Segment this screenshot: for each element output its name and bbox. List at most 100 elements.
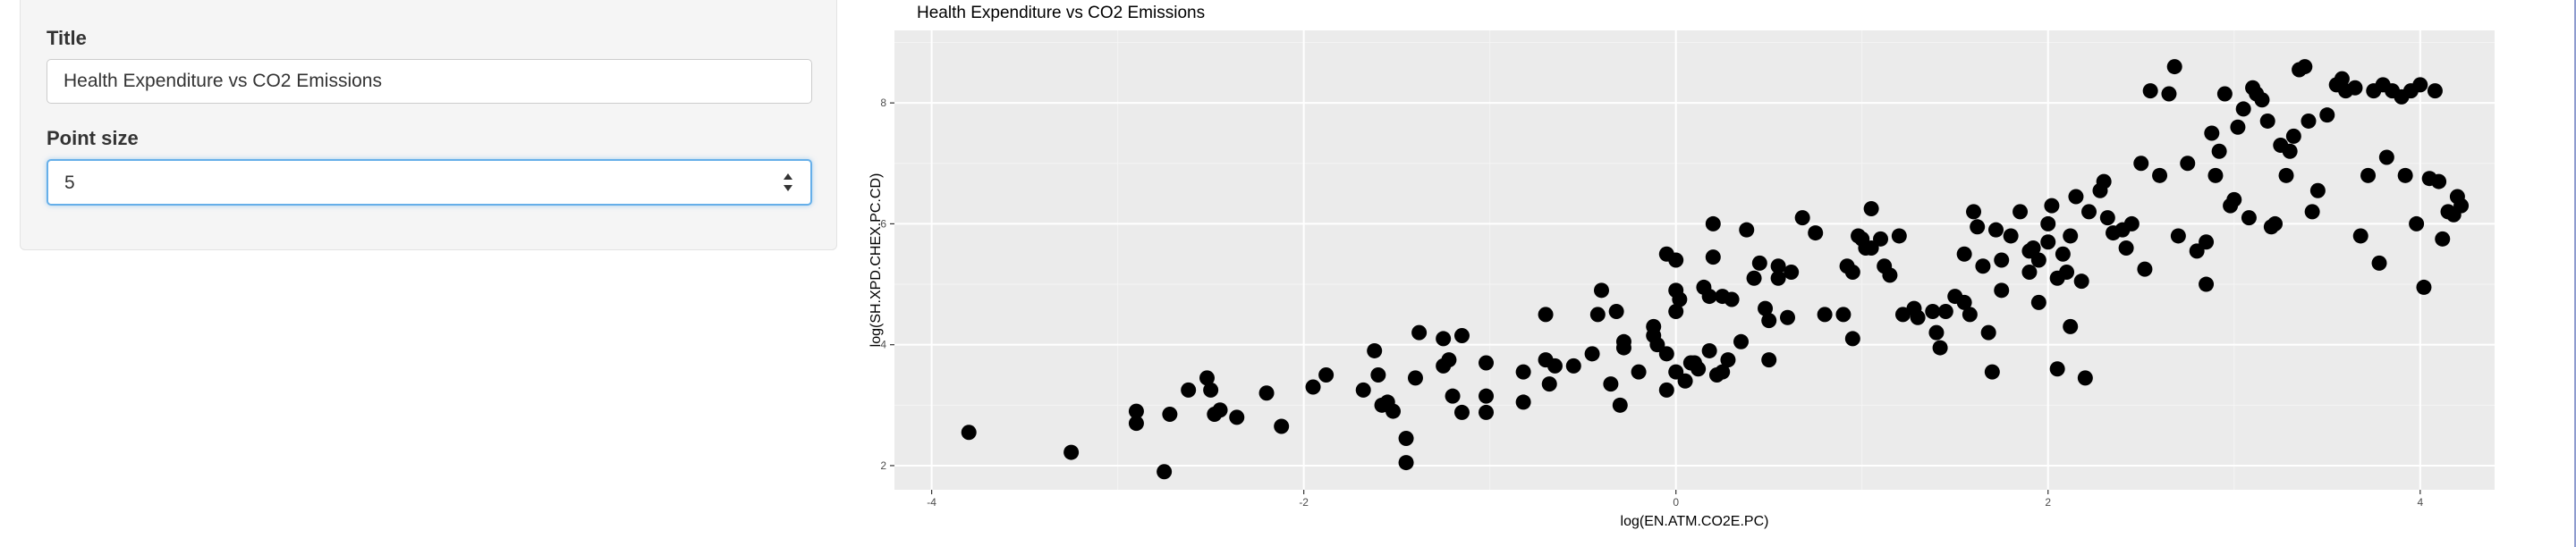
data-point — [1355, 382, 1371, 398]
data-point — [1910, 309, 1926, 325]
data-point — [1584, 346, 1600, 362]
data-point — [1770, 270, 1786, 286]
data-point — [2204, 125, 2220, 141]
data-point — [2012, 204, 2029, 220]
data-point — [1203, 382, 1219, 398]
data-point — [2412, 77, 2428, 93]
data-point — [1844, 265, 1860, 281]
data-point — [2304, 204, 2320, 220]
x-tick-label: 4 — [2417, 496, 2423, 509]
title-label: Title — [47, 27, 87, 49]
data-point — [1966, 204, 1982, 220]
data-point — [2099, 210, 2115, 226]
data-point — [1751, 255, 1767, 271]
data-point — [1863, 240, 1879, 256]
data-point — [1453, 328, 1470, 344]
data-point — [1724, 291, 1740, 307]
data-point — [1672, 291, 1688, 307]
data-point — [2241, 210, 2257, 226]
data-point — [1615, 333, 1631, 349]
data-point — [2025, 240, 2041, 256]
data-point — [2207, 167, 2224, 183]
data-point — [1761, 352, 1777, 368]
data-point — [1612, 397, 1628, 413]
data-point — [1758, 300, 1774, 316]
data-point — [1746, 270, 1762, 286]
data-point — [2166, 59, 2182, 75]
data-point — [1603, 376, 1619, 392]
data-point — [2416, 279, 2432, 295]
data-point — [1658, 382, 1674, 398]
data-point — [2278, 167, 2294, 183]
data-point — [1705, 215, 1721, 231]
data-point — [2118, 240, 2134, 256]
data-point — [1305, 379, 1321, 395]
point-size-value: 5 — [64, 173, 75, 193]
data-point — [2309, 182, 2326, 198]
data-point — [1479, 388, 1495, 404]
data-point — [1370, 367, 1386, 383]
data-point — [2180, 156, 2196, 172]
data-point — [2059, 265, 2075, 281]
scatter-plot: -4 -2 0 2 4 2 4 6 8 Health Expenditure vs CO2 Emi… — [869, 4, 2495, 529]
data-point — [1970, 219, 1986, 235]
data-point — [1994, 282, 2010, 299]
data-point — [1379, 394, 1395, 410]
spinner-arrows-icon[interactable] — [782, 172, 794, 193]
point-size-label: Point size — [47, 127, 139, 149]
data-point — [1658, 346, 1674, 362]
data-point — [1565, 358, 1581, 374]
data-point — [961, 425, 977, 441]
data-point — [2055, 246, 2071, 262]
data-point — [2226, 191, 2242, 207]
data-point — [1515, 364, 1531, 380]
data-point — [2397, 167, 2413, 183]
data-point — [1928, 324, 1945, 341]
data-point — [1962, 307, 1978, 323]
y-tick-label: 2 — [880, 459, 886, 472]
data-point — [1157, 464, 1173, 480]
data-point — [1739, 222, 1755, 238]
data-point — [1882, 267, 1898, 283]
data-point — [2347, 80, 2363, 96]
data-point — [1780, 309, 1796, 325]
data-point — [2301, 113, 2317, 129]
data-point — [1668, 252, 1684, 268]
data-point — [2235, 101, 2251, 117]
data-point — [1925, 303, 1941, 319]
data-point — [2133, 156, 2149, 172]
data-point — [1453, 404, 1470, 420]
data-point — [2282, 143, 2298, 159]
data-point — [1207, 406, 1223, 422]
data-point — [1705, 249, 1721, 265]
data-point — [1593, 282, 1609, 299]
data-point — [2334, 71, 2350, 87]
data-point — [2123, 215, 2140, 231]
data-point — [1873, 231, 1889, 247]
data-point — [1975, 258, 1991, 274]
data-point — [1770, 258, 1786, 274]
data-point — [1589, 307, 1606, 323]
data-point — [1956, 246, 1972, 262]
data-point — [1987, 222, 2004, 238]
data-point — [1398, 455, 1414, 471]
data-point — [1808, 225, 1824, 241]
data-point — [1162, 406, 1178, 422]
data-point — [2230, 119, 2246, 135]
data-point — [1984, 364, 2000, 380]
data-point — [1715, 364, 1731, 380]
data-point — [2068, 189, 2084, 205]
data-point — [1608, 303, 1624, 319]
data-point — [1538, 307, 1554, 323]
data-point — [1646, 318, 1662, 334]
data-point — [1956, 294, 1972, 310]
title-input[interactable] — [47, 59, 812, 104]
data-point — [2453, 198, 2470, 214]
data-point — [1229, 409, 1245, 425]
data-point — [1668, 303, 1684, 319]
plot-panel — [894, 30, 2495, 490]
data-point — [1258, 385, 1275, 401]
point-size-input[interactable]: 5 — [47, 159, 812, 206]
data-point — [2254, 92, 2270, 108]
data-point — [1515, 394, 1531, 410]
